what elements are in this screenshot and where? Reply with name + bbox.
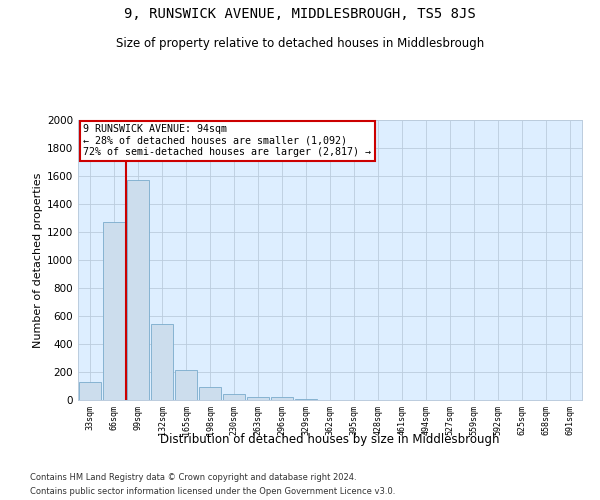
Bar	[247, 396, 269, 400]
Text: Contains public sector information licensed under the Open Government Licence v3: Contains public sector information licen…	[30, 488, 395, 496]
Bar	[223, 394, 245, 400]
Text: Distribution of detached houses by size in Middlesbrough: Distribution of detached houses by size …	[160, 432, 500, 446]
Bar	[199, 386, 221, 400]
Bar	[127, 180, 149, 400]
Text: 9 RUNSWICK AVENUE: 94sqm
← 28% of detached houses are smaller (1,092)
72% of sem: 9 RUNSWICK AVENUE: 94sqm ← 28% of detach…	[83, 124, 371, 158]
Bar	[79, 382, 101, 400]
Y-axis label: Number of detached properties: Number of detached properties	[33, 172, 43, 348]
Text: 9, RUNSWICK AVENUE, MIDDLESBROUGH, TS5 8JS: 9, RUNSWICK AVENUE, MIDDLESBROUGH, TS5 8…	[124, 8, 476, 22]
Bar	[175, 370, 197, 400]
Bar	[151, 324, 173, 400]
Bar	[271, 397, 293, 400]
Text: Contains HM Land Registry data © Crown copyright and database right 2024.: Contains HM Land Registry data © Crown c…	[30, 472, 356, 482]
Bar	[103, 222, 125, 400]
Text: Size of property relative to detached houses in Middlesbrough: Size of property relative to detached ho…	[116, 38, 484, 51]
